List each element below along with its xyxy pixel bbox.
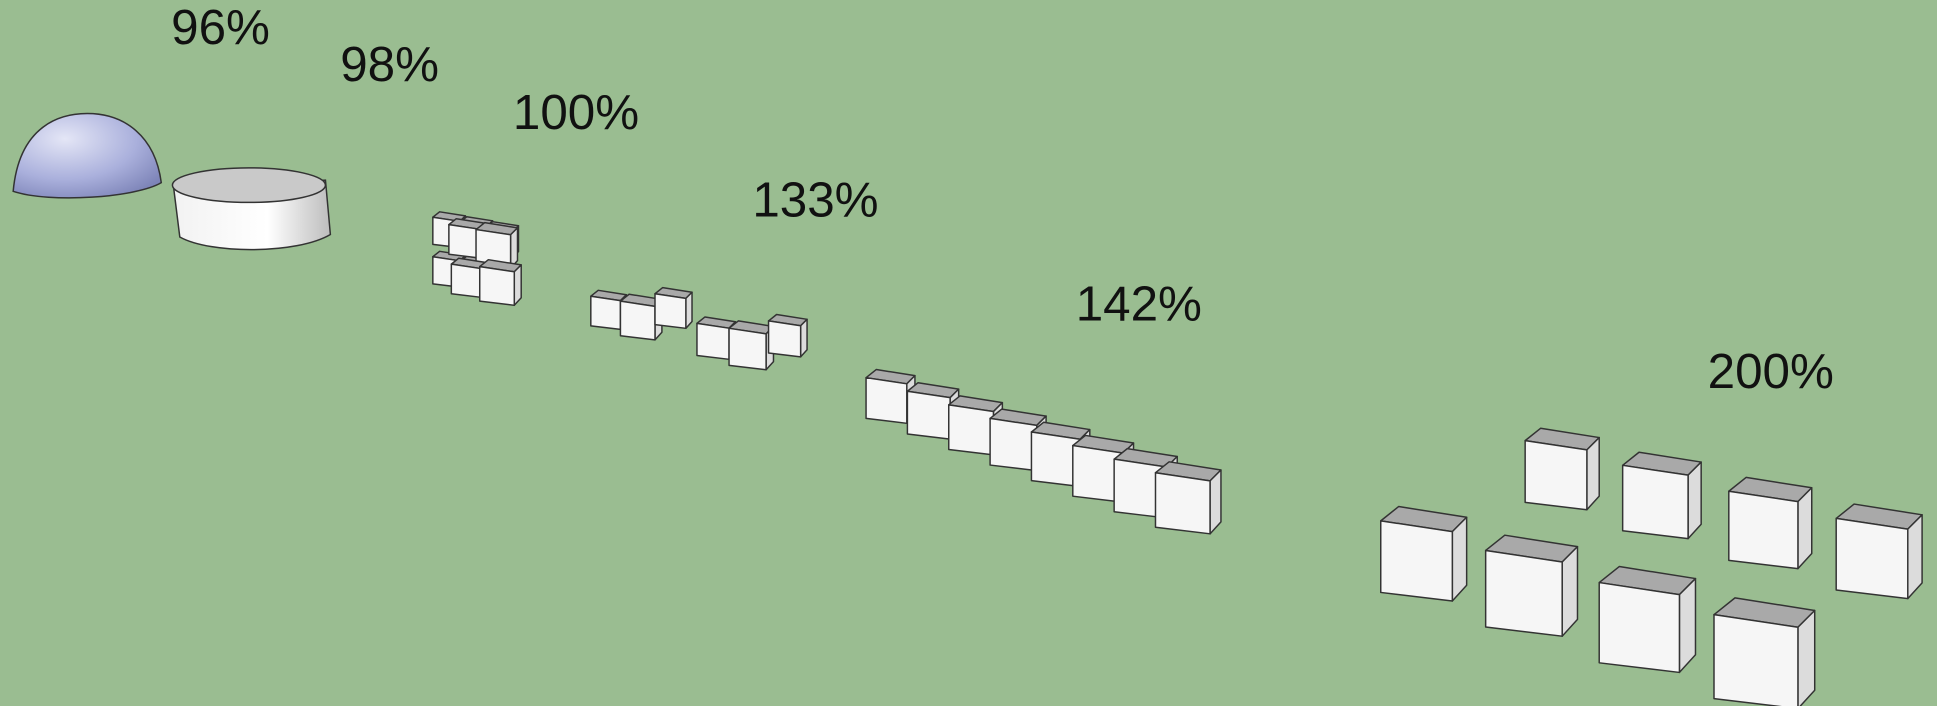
- label: 200%: [1708, 344, 1834, 399]
- cube-face: [1621, 464, 1689, 540]
- label: 100%: [513, 85, 639, 140]
- cube-face: [865, 376, 908, 425]
- cube-face: [1835, 517, 1909, 600]
- cube-face: [619, 300, 656, 341]
- cube-face: [1154, 471, 1211, 535]
- cube-face: [1380, 520, 1454, 602]
- cube-face: [767, 320, 802, 358]
- cube-face: [1728, 490, 1799, 570]
- cube-face: [948, 404, 995, 456]
- cube-face: [696, 322, 730, 361]
- cube-face: [1687, 461, 1702, 540]
- cube-face: [1451, 516, 1468, 602]
- cube-face: [728, 327, 767, 371]
- cube-face: [450, 263, 482, 299]
- cube-face: [1713, 613, 1799, 706]
- label: 133%: [752, 173, 878, 228]
- cube-face: [799, 318, 808, 358]
- cube-face: [906, 390, 951, 440]
- cube-face: [989, 417, 1038, 472]
- labels: 96% 98% 100% 133% 142% 200%: [171, 0, 1834, 399]
- cube-face: [1209, 469, 1222, 535]
- label: 98%: [340, 37, 439, 92]
- label: 96%: [171, 0, 270, 55]
- cube-face: [1586, 436, 1600, 511]
- cube-face: [509, 227, 519, 270]
- cube-face: [1484, 549, 1563, 637]
- cube-face: [1797, 609, 1816, 706]
- cube-face: [1678, 577, 1697, 674]
- cube-face: [590, 295, 622, 331]
- cube-face: [513, 264, 522, 307]
- cube-face: [1907, 514, 1923, 600]
- cube-face: [1561, 545, 1579, 637]
- cube-face: [1598, 581, 1681, 674]
- cube-face: [1524, 439, 1588, 511]
- cube-face: [478, 265, 516, 307]
- shapes: [12, 112, 1923, 706]
- cylinder-top: [171, 167, 327, 204]
- label: 142%: [1076, 276, 1202, 331]
- cube-face: [685, 291, 693, 330]
- cube-face: [1797, 487, 1813, 570]
- cube-face: [654, 293, 687, 330]
- hemisphere: [12, 112, 163, 199]
- cube-face: [448, 223, 480, 259]
